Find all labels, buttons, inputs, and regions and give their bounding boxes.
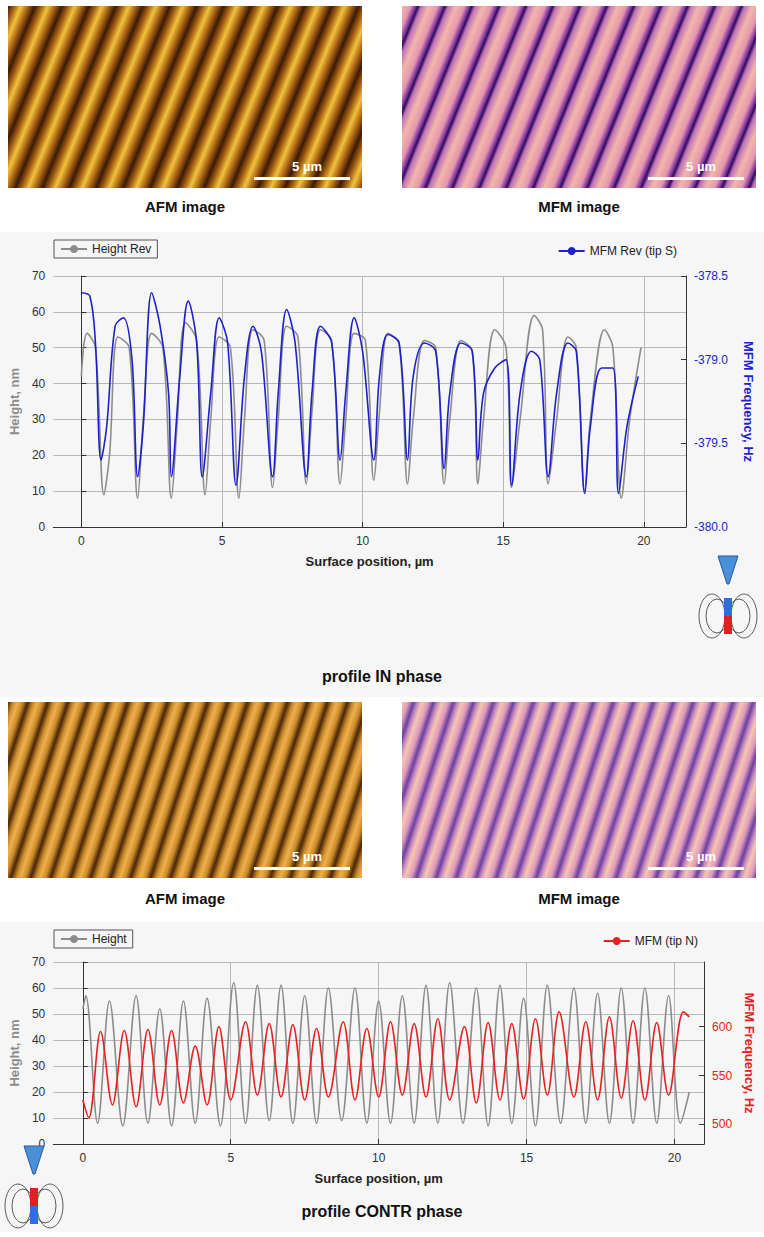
svg-text:MFM Rev (tip S): MFM Rev (tip S): [590, 244, 677, 258]
svg-text:10: 10: [32, 484, 46, 498]
svg-text:30: 30: [32, 412, 46, 426]
svg-text:-378.5: -378.5: [694, 269, 728, 283]
svg-text:profile IN phase: profile IN phase: [322, 668, 442, 685]
svg-text:15: 15: [497, 534, 511, 548]
svg-text:0: 0: [38, 1137, 46, 1151]
svg-text:60: 60: [32, 981, 46, 995]
svg-text:20: 20: [637, 534, 651, 548]
svg-text:Height, nm: Height, nm: [7, 1019, 22, 1086]
svg-text:50: 50: [32, 1007, 46, 1021]
svg-text:-379.5: -379.5: [694, 436, 728, 450]
html-text:AFM image: AFM image: [145, 890, 225, 907]
html-text:5 µm: 5 µm: [292, 159, 322, 174]
html-text:AFM image: AFM image: [145, 198, 225, 215]
svg-text:0: 0: [78, 534, 85, 548]
svg-text:MFM (tip N): MFM (tip N): [635, 934, 698, 948]
html-text:MFM image: MFM image: [538, 890, 620, 907]
svg-text:70: 70: [32, 269, 46, 283]
svg-text:550: 550: [712, 1069, 732, 1083]
svg-text:5: 5: [219, 534, 226, 548]
svg-text:10: 10: [356, 534, 370, 548]
svg-text:40: 40: [32, 377, 46, 391]
svg-text:Height, nm: Height, nm: [7, 368, 22, 435]
svg-text:50: 50: [32, 341, 46, 355]
svg-text:MFM Frequency, Hz: MFM Frequency, Hz: [741, 341, 756, 463]
svg-text:40: 40: [32, 1033, 46, 1047]
svg-text:MFM Frequency, Hz: MFM Frequency, Hz: [742, 992, 757, 1114]
html-text:5 µm: 5 µm: [686, 849, 716, 864]
svg-text:500: 500: [712, 1117, 732, 1131]
svg-text:10: 10: [32, 1111, 46, 1125]
html-text:5 µm: 5 µm: [292, 849, 322, 864]
html-text:5 µm: 5 µm: [686, 159, 716, 174]
svg-text:0: 0: [39, 520, 46, 534]
svg-text:70: 70: [32, 955, 46, 969]
svg-text:Surface position, µm: Surface position, µm: [306, 554, 434, 569]
svg-text:Height: Height: [92, 932, 127, 946]
svg-text:Surface position, µm: Surface position, µm: [315, 1171, 443, 1186]
svg-text:20: 20: [668, 1151, 682, 1165]
html-text:MFM image: MFM image: [538, 198, 620, 215]
svg-text:10: 10: [372, 1151, 386, 1165]
svg-text:-379.0: -379.0: [694, 353, 728, 367]
svg-text:600: 600: [712, 1020, 732, 1034]
svg-text:profile CONTR phase: profile CONTR phase: [302, 1203, 463, 1220]
svg-text:60: 60: [32, 305, 46, 319]
svg-text:30: 30: [32, 1059, 46, 1073]
svg-text:Height Rev: Height Rev: [92, 242, 151, 256]
svg-text:0: 0: [79, 1151, 86, 1165]
svg-text:-380.0: -380.0: [694, 520, 728, 534]
svg-text:5: 5: [227, 1151, 234, 1165]
svg-text:15: 15: [520, 1151, 534, 1165]
svg-text:20: 20: [32, 448, 46, 462]
svg-text:20: 20: [32, 1085, 46, 1099]
